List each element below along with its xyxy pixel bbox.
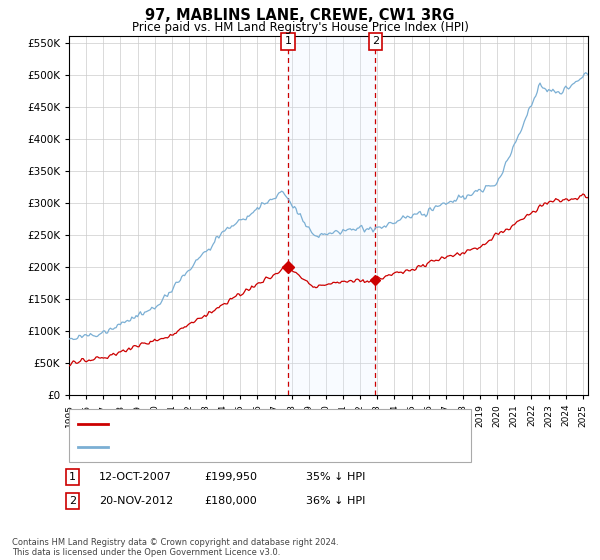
Text: 20-NOV-2012: 20-NOV-2012 (99, 496, 173, 506)
Text: 2: 2 (372, 36, 379, 46)
Bar (288, 36, 376, 395)
Text: 97, MABLINS LANE, CREWE, CW1 3RG (detached house): 97, MABLINS LANE, CREWE, CW1 3RG (detach… (113, 419, 405, 429)
Text: 1: 1 (69, 472, 76, 482)
Text: 35% ↓ HPI: 35% ↓ HPI (306, 472, 365, 482)
Text: 1: 1 (284, 36, 292, 46)
Text: 2: 2 (69, 496, 76, 506)
Text: Price paid vs. HM Land Registry's House Price Index (HPI): Price paid vs. HM Land Registry's House … (131, 21, 469, 34)
Text: HPI: Average price, detached house, Cheshire East: HPI: Average price, detached house, Ches… (113, 442, 377, 452)
Text: 12-OCT-2007: 12-OCT-2007 (99, 472, 172, 482)
Text: Contains HM Land Registry data © Crown copyright and database right 2024.
This d: Contains HM Land Registry data © Crown c… (12, 538, 338, 557)
Text: 97, MABLINS LANE, CREWE, CW1 3RG: 97, MABLINS LANE, CREWE, CW1 3RG (145, 8, 455, 24)
Text: £180,000: £180,000 (204, 496, 257, 506)
Text: £199,950: £199,950 (204, 472, 257, 482)
Text: 36% ↓ HPI: 36% ↓ HPI (306, 496, 365, 506)
